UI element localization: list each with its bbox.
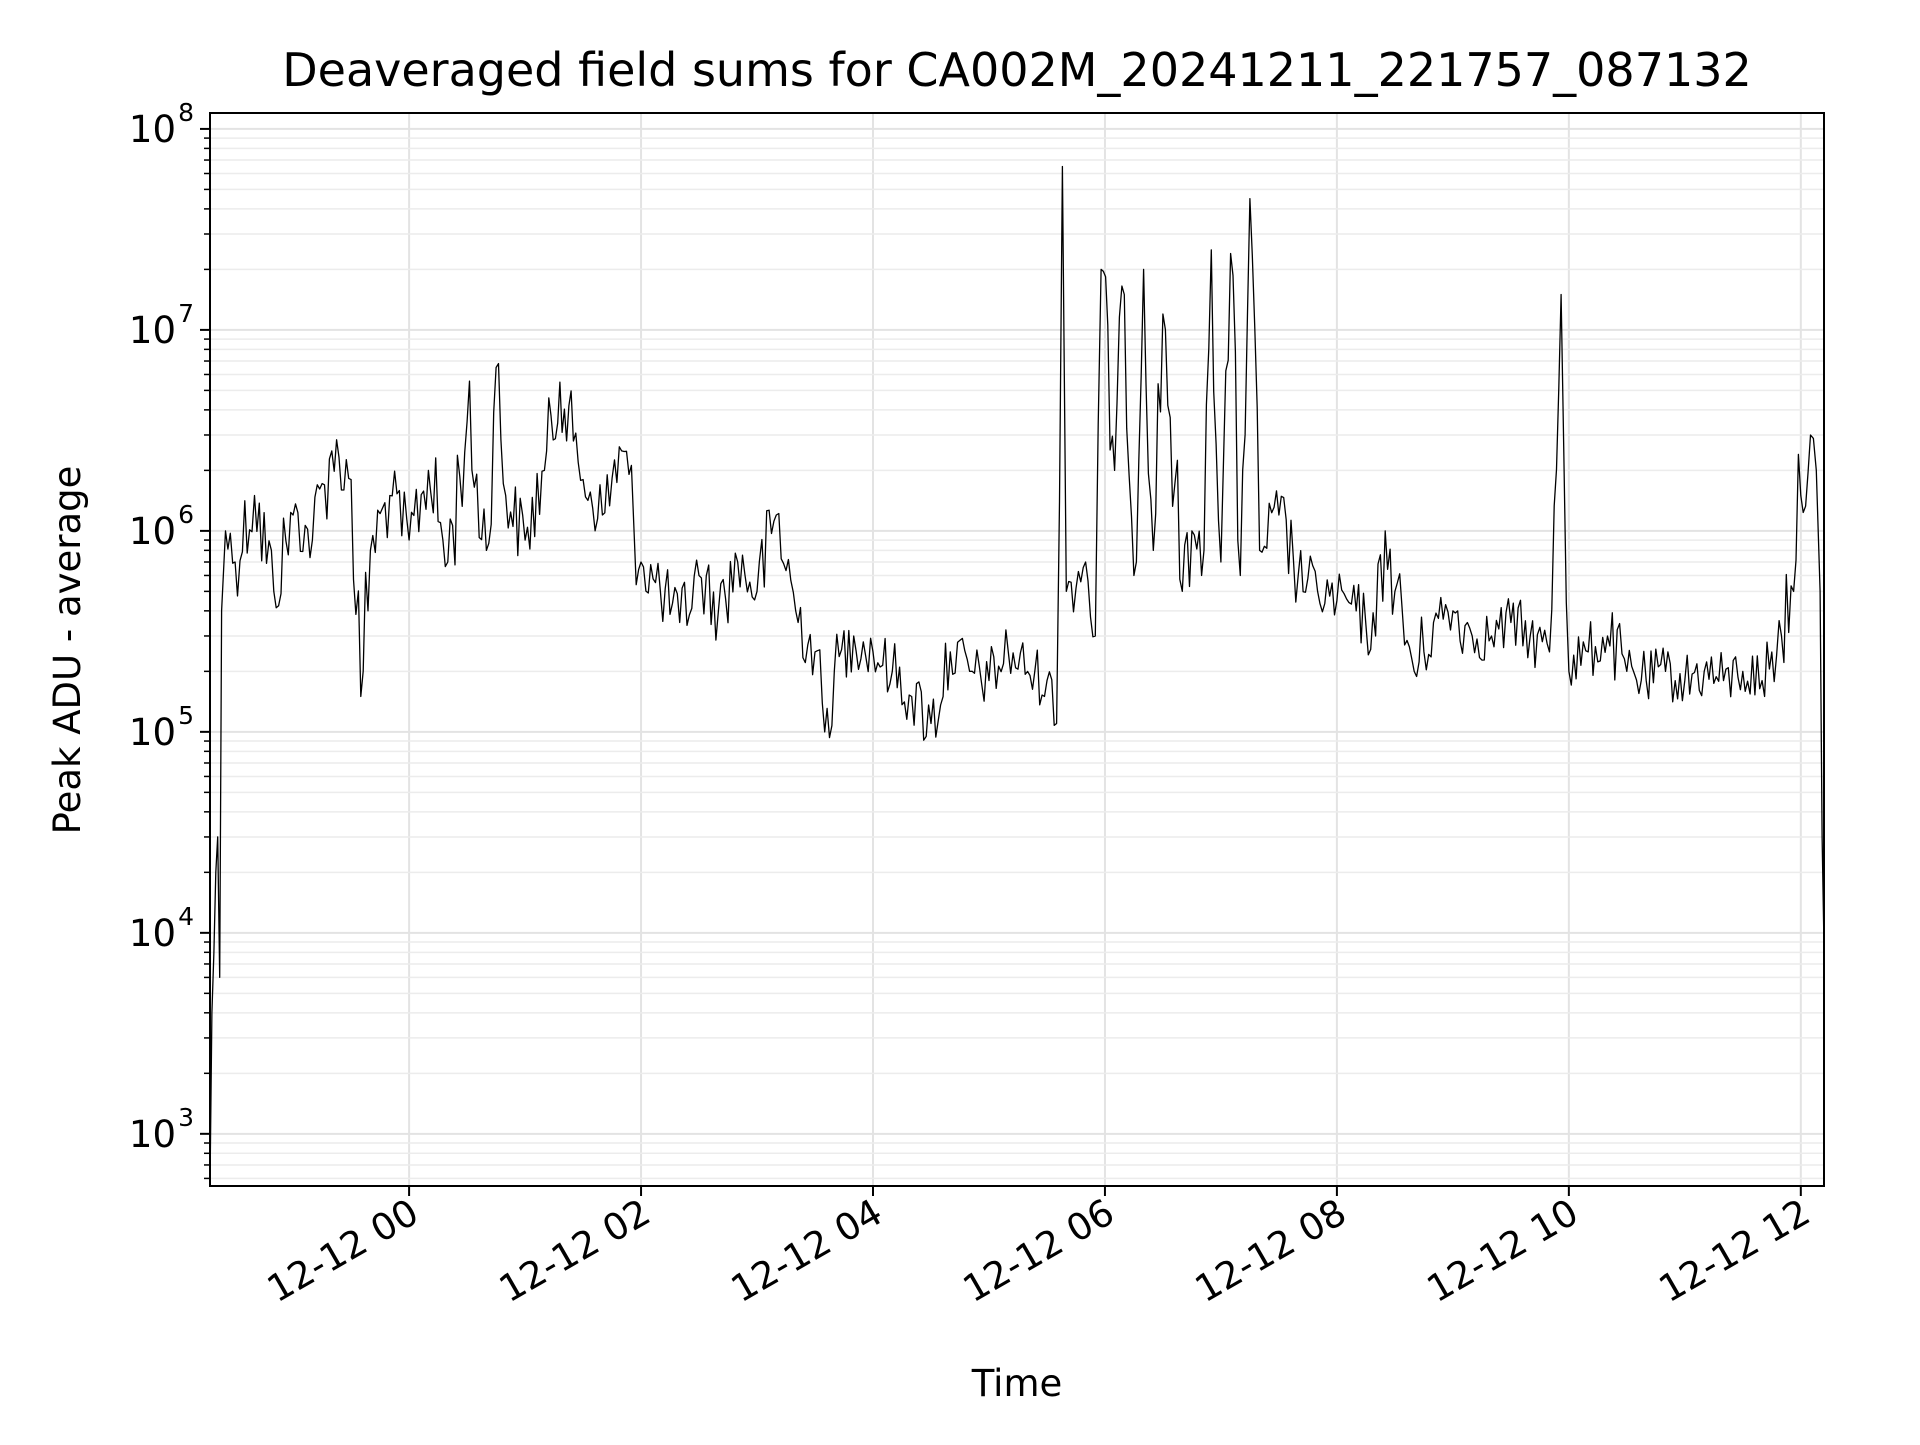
y-tick-exponent: 8 <box>178 98 194 127</box>
chart-title: Deaveraged field sums for CA002M_2024121… <box>282 43 1752 97</box>
y-tick-label: 10 <box>129 309 176 352</box>
y-axis-label: Peak ADU - average <box>46 466 89 835</box>
data-layer <box>209 165 1825 1187</box>
y-tick-exponent: 6 <box>178 500 194 529</box>
y-tick-exponent: 3 <box>178 1103 194 1132</box>
y-tick-label: 10 <box>129 711 176 754</box>
x-axis-label: Time <box>971 1362 1063 1405</box>
grid-lines <box>210 113 1824 1186</box>
y-tick-exponent: 5 <box>178 701 194 730</box>
y-tick-label: 10 <box>129 510 176 553</box>
y-tick-exponent: 4 <box>178 902 194 931</box>
y-tick-exponent: 7 <box>178 299 194 328</box>
y-tick-label: 10 <box>129 108 176 151</box>
y-tick-label: 10 <box>129 912 176 955</box>
series-line <box>209 165 1825 1187</box>
y-tick-label: 10 <box>129 1113 176 1156</box>
plot-frame <box>209 112 1825 1187</box>
